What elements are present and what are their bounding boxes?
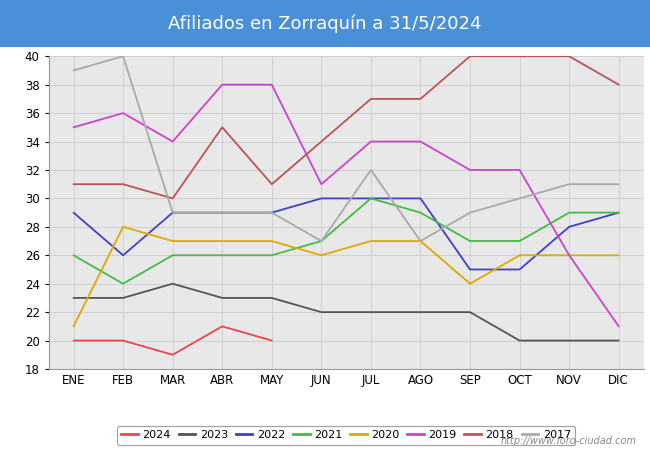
Text: http://www.foro-ciudad.com: http://www.foro-ciudad.com [501,436,637,446]
Text: Afiliados en Zorraquín a 31/5/2024: Afiliados en Zorraquín a 31/5/2024 [168,14,482,33]
Legend: 2024, 2023, 2022, 2021, 2020, 2019, 2018, 2017: 2024, 2023, 2022, 2021, 2020, 2019, 2018… [117,426,575,445]
